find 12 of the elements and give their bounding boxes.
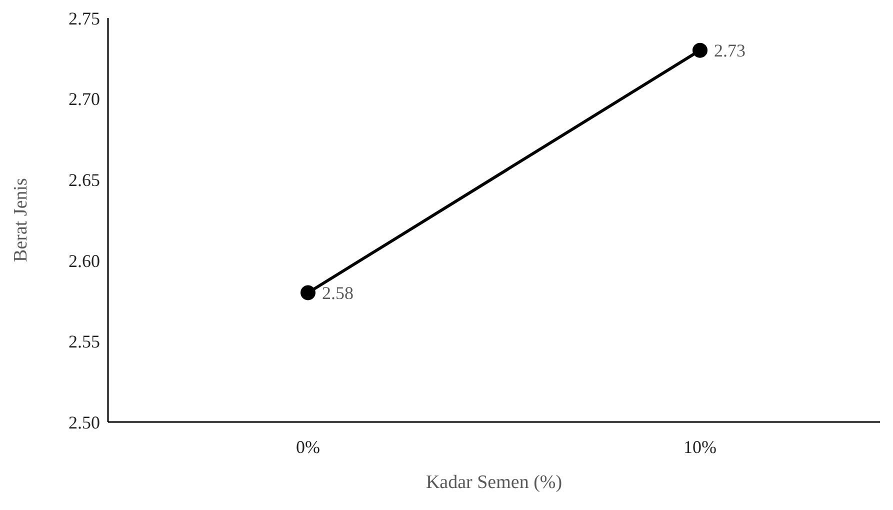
- y-tick-label: 2.70: [68, 89, 100, 110]
- x-tick-label: 10%: [684, 436, 716, 457]
- y-axis-title: Berat Jenis: [10, 178, 32, 262]
- x-tick-label: 0%: [296, 436, 320, 457]
- data-label: 2.58: [322, 283, 354, 304]
- y-tick-label: 2.75: [68, 8, 100, 28]
- y-tick-label: 2.65: [68, 170, 100, 190]
- y-tick-label: 2.50: [68, 412, 100, 432]
- y-tick-label: 2.60: [68, 250, 100, 271]
- x-axis-title: Kadar Semen (%): [426, 472, 562, 493]
- y-tick-label: 2.55: [68, 332, 100, 352]
- data-label: 2.73: [714, 40, 746, 61]
